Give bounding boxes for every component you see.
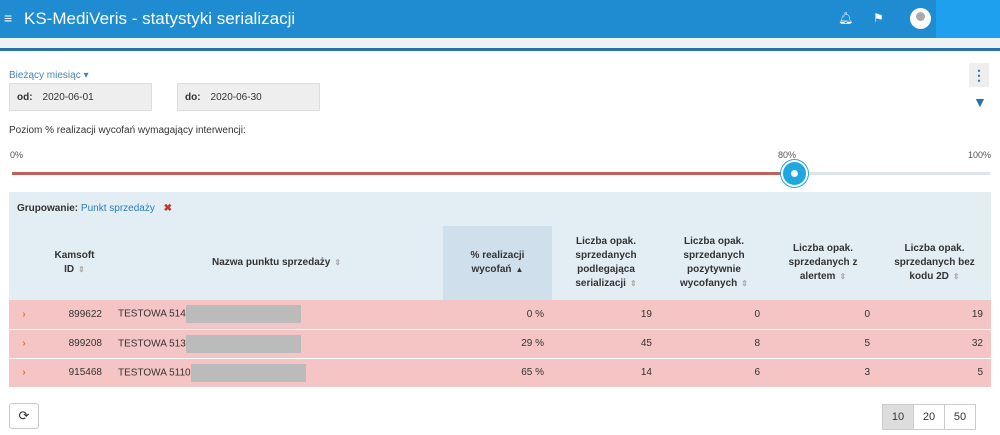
alert-cell: 3 [768,358,878,388]
expand-row-icon[interactable]: › [9,358,39,388]
withdrawn-cell: 8 [660,329,768,359]
more-options-icon[interactable]: ⋮ [969,63,989,87]
pct-cell: 65 % [443,358,552,388]
header-band [0,38,1000,51]
from-value: 2020-06-01 [42,92,94,103]
slider-value-label: 80% [778,150,797,160]
redaction [185,334,301,353]
slider-handle[interactable] [781,160,809,187]
col-alert[interactable]: Liczba opak. sprzedanych z alertem ⇕ [768,226,878,300]
col-kamsoft-id[interactable]: Kamsoft ID ⇕ [39,226,110,300]
flag-icon[interactable]: ⚑ [873,11,884,25]
table-row[interactable]: › 915468 TESTOWA 5110 65 % 14 6 3 5 [9,358,991,388]
store-name: TESTOWA 514 [118,308,186,320]
app-header: ≡ KS-MediVeris - statystyki serializacji… [0,0,1000,38]
redaction [190,363,306,382]
col-no-2d[interactable]: Liczba opak. sprzedanych bez kodu 2D ⇕ [878,226,991,300]
sort-icon: ⇕ [629,279,637,288]
withdrawn-cell: 6 [660,358,768,388]
kamsoft-id: 899208 [39,329,110,359]
date-preset-dropdown[interactable]: Bieżący miesiąc ▾ [9,70,89,81]
sort-asc-icon: ▲ [515,265,524,274]
store-name-cell: TESTOWA 514 [110,300,443,330]
header-label: Liczba opak. sprzedanych bez kodu 2D [894,243,975,282]
header-label: Liczba opak. sprzedanych z alertem [788,243,858,282]
col-name[interactable]: Nazwa punktu sprzedaży ⇕ [110,226,443,300]
table-row[interactable]: › 899622 TESTOWA 514 0 % 19 0 0 19 [9,300,991,330]
stats-table: Kamsoft ID ⇕ Nazwa punktu sprzedaży ⇕ % re… [9,226,991,388]
slider-fill [12,172,795,175]
no-2d-cell: 19 [878,300,991,330]
grouping-value[interactable]: Punkt sprzedaży [80,203,155,214]
sort-icon: ⇕ [78,265,85,274]
sort-icon: ⇕ [741,279,748,288]
grouping-bar: Grupowanie: Punkt sprzedaży ✖ [9,192,991,226]
col-withdrawn[interactable]: Liczba opak. sprzedanych pozytywnie wyco… [660,226,768,300]
header-label: Liczba opak. sprzedanych podlegająca ser… [575,236,637,289]
slider-label: Poziom % realizacji wycofań wymagający i… [9,125,246,136]
slider-max-label: 100% [968,150,992,160]
avatar[interactable] [910,8,931,29]
kamsoft-id: 915468 [39,358,110,388]
from-label: od: [17,92,33,103]
sort-icon: ⇕ [839,272,847,281]
date-to-field[interactable]: do: 2020-06-30 [177,83,320,111]
col-serialized[interactable]: Liczba opak. sprzedanych podlegająca ser… [552,226,660,300]
remove-grouping-icon[interactable]: ✖ [163,203,173,214]
sort-icon: ⇕ [952,272,960,281]
alert-cell: 5 [768,329,878,359]
expand-col [9,226,39,300]
store-name: TESTOWA 513 [118,338,186,350]
header-label: Liczba opak. sprzedanych pozytywnie wyco… [680,236,745,289]
header-label: Kamsoft ID [54,250,95,275]
serialized-cell: 45 [552,329,660,359]
store-name-cell: TESTOWA 5110 [110,358,443,388]
alert-cell: 0 [768,300,878,330]
pct-cell: 29 % [443,329,552,359]
redaction [185,305,301,324]
sort-icon: ⇕ [334,258,342,267]
store-name-cell: TESTOWA 513 [110,329,443,359]
app-title: KS-MediVeris - statystyki serializacji [24,9,296,28]
refresh-button[interactable]: ⟳ [9,403,39,429]
table-row[interactable]: › 899208 TESTOWA 513 29 % 45 8 5 32 [9,329,991,359]
withdrawn-cell: 0 [660,300,768,330]
header-label: Nazwa punktu sprzedaży [211,257,331,268]
slider-min-label: 0% [10,150,24,160]
to-value: 2020-06-30 [210,92,262,103]
user-menu[interactable] [936,0,1000,38]
to-label: do: [185,92,201,103]
serialized-cell: 14 [552,358,660,388]
filter-icon[interactable]: ▼ [973,94,987,110]
kamsoft-id: 899622 [39,300,110,330]
no-2d-cell: 5 [878,358,991,388]
store-name: TESTOWA 5110 [118,367,191,379]
date-from-field[interactable]: od: 2020-06-01 [9,83,152,111]
expand-row-icon[interactable]: › [9,300,39,330]
grouping-label: Grupowanie: [17,203,79,214]
hamburger-menu-icon[interactable]: ≡ [4,10,13,26]
page-size-50[interactable]: 50 [944,404,976,430]
page-size-10[interactable]: 10 [882,404,914,430]
preset-label: Bieżący miesiąc [9,70,81,81]
col-pct[interactable]: % realizacji wycofań ▲ [443,226,552,300]
pct-cell: 0 % [443,300,552,330]
page-size-20[interactable]: 20 [913,404,945,430]
bell-icon[interactable]: 🔔︎ [838,11,854,25]
expand-row-icon[interactable]: › [9,329,39,359]
serialized-cell: 19 [552,300,660,330]
no-2d-cell: 32 [878,329,991,359]
header-label: % realizacji wycofań [470,250,525,275]
